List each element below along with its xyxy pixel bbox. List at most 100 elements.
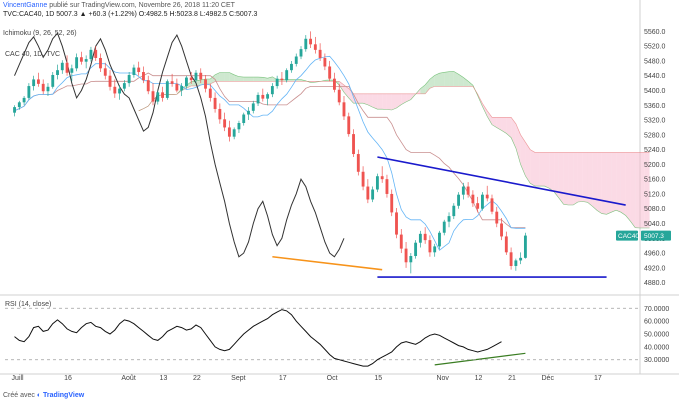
candle-body — [184, 77, 188, 87]
candle-body — [156, 92, 160, 102]
cloud-segment — [386, 93, 392, 110]
price-tick-label: 5320.0 — [644, 118, 666, 125]
footer-prefix: Créé avec — [3, 392, 35, 399]
senkou-b-line — [138, 81, 650, 153]
candle-body — [13, 107, 16, 113]
cloud-segment — [262, 77, 268, 82]
candle-body — [275, 78, 279, 87]
time-tick-label: 13 — [160, 375, 168, 382]
footer-brand[interactable]: TradingView — [43, 392, 85, 399]
cloud-segment — [534, 152, 540, 187]
cloud-segment — [587, 152, 593, 207]
cloud-segment — [195, 79, 201, 86]
candle-body — [266, 94, 270, 99]
cloud-segment — [224, 72, 230, 82]
candle-body — [79, 57, 83, 62]
kijun-line — [14, 72, 526, 229]
candle-body — [36, 79, 40, 84]
ichimoku-cloud — [138, 71, 650, 229]
cloud-segment — [563, 152, 569, 206]
candle-body — [194, 72, 198, 81]
cloud-segment — [554, 152, 559, 198]
candle-body — [199, 72, 203, 80]
price-tick-label: 5400.0 — [644, 88, 666, 95]
cloud-segment — [611, 152, 617, 213]
time-tick-label: 22 — [193, 375, 201, 382]
candle-body — [342, 102, 346, 117]
cloud-segment — [219, 72, 225, 82]
price-tick-label: 5040.0 — [644, 221, 666, 228]
candle-body — [118, 88, 122, 94]
rsi-label[interactable]: RSI (14, close) — [5, 301, 52, 308]
time-tick-label: Juill — [12, 375, 25, 382]
time-axis: Juill 16 Août 13 22 Sept 17 Oct 15 Nov 12 21 Déc 17 — [12, 375, 602, 382]
candle-body — [60, 62, 64, 71]
cloud-segment — [377, 93, 383, 110]
footer-credit: Créé avec ◐ TradingView — [3, 392, 84, 399]
candle-body — [495, 211, 499, 224]
cloud-segment — [616, 152, 621, 213]
cloud-segment — [458, 74, 464, 87]
candle-body — [84, 59, 88, 62]
trendline-chikou-support — [272, 255, 383, 271]
candle-body — [485, 194, 489, 199]
price-tick-label: 5280.0 — [644, 132, 666, 139]
candle-body — [418, 233, 422, 243]
candle-body — [433, 246, 437, 253]
candle-body — [280, 78, 284, 81]
candle-body — [333, 78, 336, 90]
cloud-segment — [525, 142, 531, 184]
time-tick-label: 16 — [64, 375, 72, 382]
candle-body — [41, 83, 45, 92]
time-tick-label: Déc — [542, 375, 555, 382]
candle-body — [161, 92, 164, 98]
time-tick-label: Août — [121, 375, 135, 382]
badge-symbol-bg — [616, 230, 638, 241]
candle-body — [218, 108, 222, 120]
candle-body — [523, 235, 527, 258]
cloud-segment — [601, 152, 607, 215]
candle-body — [294, 56, 298, 64]
cloud-segment — [487, 110, 492, 125]
candle-body — [17, 102, 21, 108]
published-text: publié sur TradingView.com, Novembre 26,… — [49, 2, 235, 9]
cloud-segment — [630, 152, 636, 228]
candle-body — [127, 74, 131, 84]
candle-body — [261, 94, 265, 99]
candle-body — [361, 171, 365, 187]
candle-body — [137, 67, 141, 73]
cloud-segment — [625, 152, 631, 222]
cloud-segment — [491, 117, 497, 128]
cloud-segment — [463, 77, 469, 87]
cloud-segment — [339, 81, 344, 93]
candle-body — [65, 62, 69, 73]
symbol-label: CAC 40, 1D, TVC — [5, 51, 61, 58]
price-axis: 5560.0 5520.0 5480.0 5440.0 5400.0 5360.0 5320… — [644, 29, 666, 287]
tradingview-logo-icon[interactable]: ◐ — [36, 392, 42, 399]
rsi-tick-label: 30.0000 — [644, 357, 669, 364]
cloud-segment — [396, 93, 402, 109]
time-tick-label: Sept — [231, 375, 245, 382]
rsi-line — [14, 309, 502, 367]
candle-body — [318, 49, 322, 58]
cloud-segment — [291, 79, 297, 82]
time-tick-label: 21 — [508, 375, 516, 382]
cloud-segment — [501, 117, 507, 134]
candle-body — [371, 189, 375, 200]
cloud-segment — [640, 152, 645, 229]
candlesticks — [13, 31, 527, 274]
cloud-segment — [511, 117, 516, 149]
candle-body — [366, 186, 370, 200]
cloud-segment — [597, 152, 602, 214]
author-link[interactable]: VincentGanne — [3, 2, 48, 9]
candle-body — [380, 176, 384, 180]
candle-body — [299, 49, 303, 57]
cloud-segment — [592, 152, 598, 211]
candle-body — [385, 179, 389, 194]
candle-body — [466, 186, 470, 195]
cloud-segment — [496, 117, 502, 131]
candle-body — [438, 232, 441, 247]
indicator-label[interactable]: Ichimoku (9, 26, 52, 26) — [3, 30, 77, 37]
candle-body — [208, 88, 212, 98]
